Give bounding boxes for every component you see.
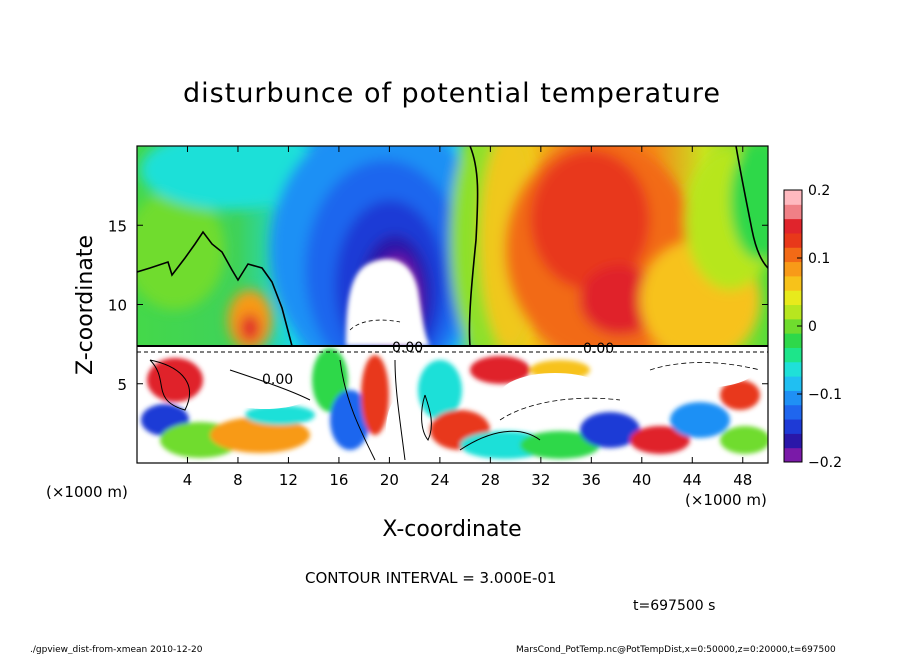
colorbar-tick-label: −0.1: [808, 387, 842, 403]
x-tick-label: 32: [531, 471, 550, 489]
footer-left: ./gpview_dist-from-xmean 2010-12-20: [30, 645, 203, 654]
x-tick-label: 20: [380, 471, 399, 489]
colorbar-swatch: [784, 261, 802, 277]
colorbar-swatch: [784, 433, 802, 449]
chart-title: disturbunce of potential temperature: [183, 78, 721, 109]
colorbar-swatch: [784, 290, 802, 306]
contour-label: 0.00: [392, 340, 423, 356]
footer-right: MarsCond_PotTemp.nc@PotTempDist,x=0:5000…: [516, 645, 836, 654]
y-axis: 5 10 15: [108, 217, 768, 394]
colorbar: −0.2 −0.1 0 0.1 0.2: [783, 183, 842, 471]
x-tick-label: 48: [733, 471, 752, 489]
colorbar-swatch: [784, 218, 802, 234]
cold-core: [346, 259, 430, 346]
x-tick-label: 28: [481, 471, 500, 489]
x-tick-label: 40: [632, 471, 651, 489]
colorbar-swatch: [784, 190, 802, 205]
contour-interval: CONTOUR INTERVAL = 3.000E-01: [305, 569, 556, 587]
x-tick-label: 36: [582, 471, 601, 489]
colorbar-swatch: [784, 347, 802, 363]
colorbar-swatch: [784, 304, 802, 320]
x-tick-label: 12: [279, 471, 298, 489]
contour-label: 0.00: [583, 341, 614, 357]
colorbar-tick-label: 0: [808, 319, 817, 335]
colorbar-swatch: [784, 447, 802, 463]
x-axis-label: X-coordinate: [382, 517, 521, 542]
x-unit-right: (×1000 m): [685, 491, 767, 509]
time-label: t=697500 s: [633, 598, 715, 614]
y-tick-label: 15: [108, 217, 127, 235]
colorbar-swatch: [784, 247, 802, 263]
x-axis: 4 8 12 16 20 24 28 32 36 40 44 48: [183, 146, 752, 489]
colorbar-swatch: [784, 232, 802, 248]
lower-band: [137, 346, 768, 463]
colorbar-swatch: [784, 204, 802, 220]
y-axis-label: Z-coordinate: [73, 235, 98, 375]
x-tick-label: 44: [683, 471, 702, 489]
colorbar-swatch: [784, 404, 802, 420]
contour-lines: [137, 146, 768, 461]
colorbar-tick-label: 0.2: [808, 183, 830, 199]
colorbar-swatch: [784, 390, 802, 406]
colorbar-swatch: [784, 376, 802, 391]
colorbar-swatch: [784, 333, 802, 348]
x-tick-label: 24: [430, 471, 449, 489]
colorbar-tick-label: 0.1: [808, 251, 830, 267]
heatmap-field: 0.00 0.00 0.00: [137, 146, 768, 463]
x-tick-label: 16: [329, 471, 348, 489]
contour-label: 0.00: [262, 372, 293, 388]
colorbar-swatch: [784, 361, 802, 377]
y-tick-label: 5: [117, 376, 127, 394]
colorbar-swatch: [784, 419, 802, 434]
x-tick-label: 4: [183, 471, 193, 489]
colorbar-swatch: [784, 318, 802, 334]
x-unit-left: (×1000 m): [46, 483, 128, 501]
x-tick-label: 8: [233, 471, 243, 489]
y-tick-label: 10: [108, 297, 127, 315]
contour-label-group: 0.00 0.00 0.00: [262, 340, 614, 388]
colorbar-tick-label: −0.2: [808, 455, 842, 471]
colorbar-swatch: [784, 275, 802, 291]
